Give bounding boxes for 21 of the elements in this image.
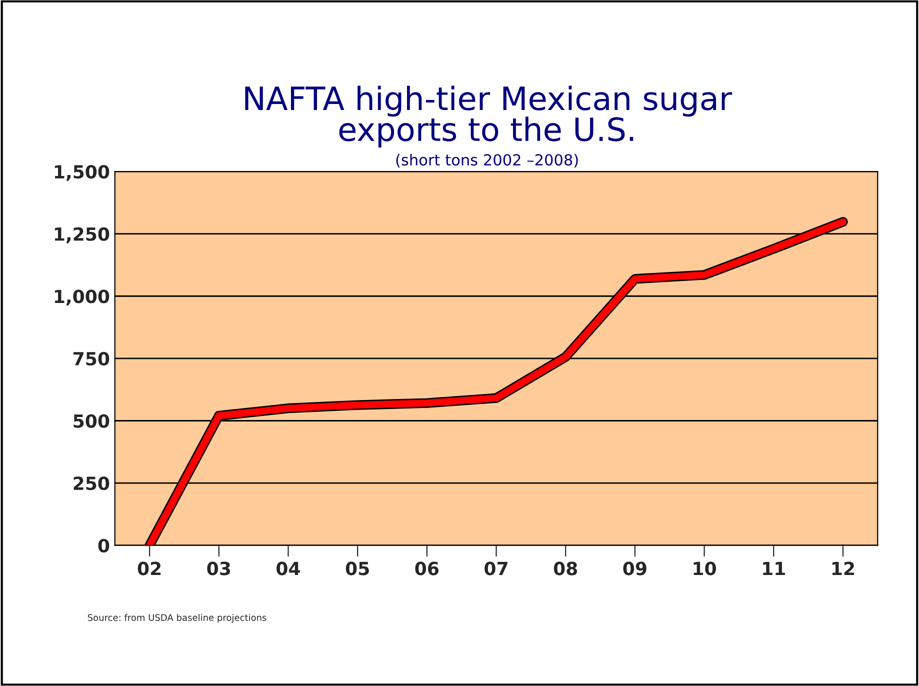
x-tick-label: 09 (623, 562, 646, 576)
y-tick-label: 500 (74, 414, 110, 428)
x-tick-label: 04 (276, 562, 300, 576)
x-tick-label: 12 (832, 562, 854, 576)
y-tick-label: 1,250 (54, 227, 110, 244)
x-tick-label: 07 (484, 562, 508, 576)
x-tick-label: 08 (554, 562, 578, 576)
x-tick-label: 05 (346, 562, 369, 576)
x-tick-label: 02 (138, 562, 161, 576)
y-tick-label: 750 (74, 352, 110, 366)
y-tick-label: 0 (98, 538, 110, 552)
x-tick-label: 10 (694, 562, 716, 576)
x-tick-label: 03 (207, 562, 230, 576)
y-tick-label: 1,000 (54, 290, 110, 306)
source-note: Source: from USDA baseline projections (88, 614, 266, 623)
chart-title: NAFTA high-tier Mexican sugar exports to the U.S. (245, 86, 732, 148)
chart-subtitle: (short tons 2002 –2008) (396, 154, 578, 168)
x-tick-label: 06 (415, 562, 439, 576)
y-tick-label: 250 (74, 476, 110, 490)
x-tick-label: 11 (763, 562, 785, 576)
y-tick-label: 1,500 (54, 164, 110, 181)
